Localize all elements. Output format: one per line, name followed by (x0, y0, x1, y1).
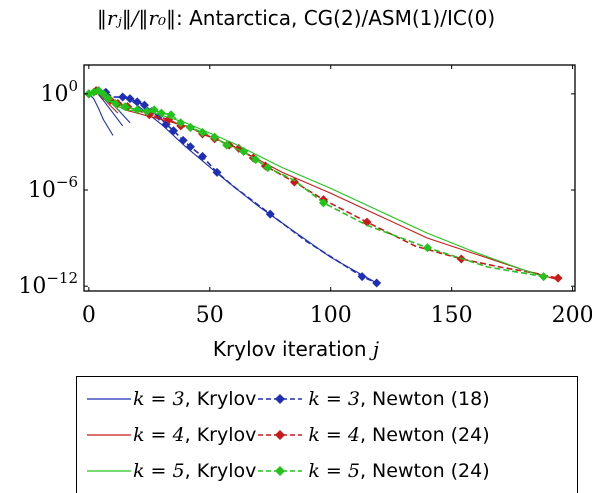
legend-k4-krylov-label: , Krylov (184, 424, 257, 446)
legend-k5-newton-math: k = 5 (308, 460, 360, 482)
marker-k3-newton (212, 167, 222, 177)
legend-swatch-k4-newton (258, 430, 303, 440)
marker-k5-newton (239, 147, 249, 157)
x-axis-label-variable: j (372, 337, 380, 361)
series-k5-newton (84, 86, 549, 282)
series-k3-krylov (88, 88, 377, 284)
marker-k3-newton (198, 151, 208, 161)
marker-k5-newton (103, 94, 113, 104)
marker-k3-newton (357, 272, 367, 282)
marker-k5-newton (210, 132, 220, 142)
marker-k3-newton (118, 92, 128, 102)
tick-layer: 0 50 100 150 200 100 10−6 10−12 (18, 65, 592, 328)
legend-k4-newton-math: k = 4 (308, 424, 360, 446)
series-k4-newton (84, 86, 563, 283)
series-line-k3-krylov-0 (88, 93, 114, 136)
marker-k3-newton (125, 94, 135, 104)
legend-k4-krylov-math: k = 4 (133, 424, 185, 446)
x-tick-label: 0 (82, 303, 96, 328)
marker-k5-newton (251, 155, 261, 165)
legend-k4-newton-label: , Newton (24) (359, 424, 490, 446)
series-k3-newton (84, 86, 382, 288)
legend-swatch-k4-krylov (87, 434, 131, 436)
legend-swatch-k5-newton (258, 466, 303, 476)
marker-k5-newton (120, 102, 130, 112)
marker-k5-newton (318, 198, 328, 208)
marker-k5-newton (176, 118, 186, 128)
legend: k = 3 , Krylov k = 3 , Newton (18) k = 4… (76, 376, 578, 493)
marker-k5-newton (156, 108, 166, 118)
marker-k5-newton (132, 105, 142, 115)
legend-swatch-k3-krylov (87, 398, 131, 400)
marker-k5-newton (198, 127, 208, 137)
legend-k3-newton-math: k = 3 (308, 388, 360, 410)
legend-k3-krylov-math: k = 3 (133, 388, 185, 410)
marker-k5-newton (263, 163, 273, 173)
marker-k5-newton (98, 89, 108, 99)
y-tick-label: 10−6 (28, 173, 78, 203)
chart-title: ‖rⱼ‖/‖r₀‖: Antarctica, CG(2)/ASM(1)/IC(0… (0, 6, 592, 30)
marker-k5-newton (142, 106, 152, 116)
marker-k5-newton (166, 110, 176, 120)
marker-k5-newton (422, 243, 432, 253)
marker-k3-newton (372, 278, 382, 288)
marker-k3-newton (178, 135, 188, 145)
marker-k4-newton (362, 217, 372, 227)
marker-k3-newton (265, 209, 275, 219)
x-tick-label: 150 (431, 303, 473, 328)
marker-k3-newton (132, 97, 142, 107)
legend-k3-newton-label: , Newton (18) (359, 388, 490, 410)
series-line-k3-krylov-3 (122, 93, 377, 284)
legend-swatch-k3-newton (258, 394, 303, 404)
legend-k5-krylov-math: k = 5 (133, 460, 185, 482)
marker-k5-newton (222, 140, 232, 150)
series-layer (84, 86, 563, 288)
title-norm-expression: ‖rⱼ‖/‖r₀‖ (96, 6, 177, 30)
x-tick-label: 50 (196, 303, 224, 328)
legend-k3-krylov-label: , Krylov (184, 388, 257, 410)
legend-k5-krylov-label: , Krylov (184, 460, 257, 482)
series-line-k3-newton (88, 89, 378, 284)
legend-row-k5: k = 5 , Krylov k = 5 , Newton (24) (77, 453, 490, 489)
x-axis-label-text: Krylov iteration (212, 337, 373, 361)
marker-k5-newton (185, 123, 195, 133)
y-tick-label: 100 (40, 77, 78, 107)
marker-k3-newton (185, 142, 195, 152)
legend-k5-newton-label: , Newton (24) (359, 460, 490, 482)
plot-area: 0 50 100 150 200 100 10−6 10−12 (18, 64, 592, 328)
marker-k4-newton (553, 273, 563, 283)
legend-row-k3: k = 3 , Krylov k = 3 , Newton (18) (77, 381, 490, 417)
marker-k5-newton (539, 272, 549, 282)
title-text: : Antarctica, CG(2)/ASM(1)/IC(0) (176, 6, 496, 30)
axes-frame (83, 64, 576, 292)
x-axis-label: Krylov iteration j (0, 337, 592, 361)
legend-row-k4: k = 4 , Krylov k = 4 , Newton (24) (77, 417, 490, 453)
marker-k5-newton (149, 105, 159, 115)
marker-k5-newton (110, 98, 120, 108)
x-tick-label: 200 (552, 303, 592, 328)
legend-swatch-k5-krylov (87, 470, 131, 472)
x-tick-label: 100 (310, 303, 352, 328)
y-tick-label: 10−12 (18, 269, 78, 299)
marker-k3-newton (168, 126, 178, 136)
